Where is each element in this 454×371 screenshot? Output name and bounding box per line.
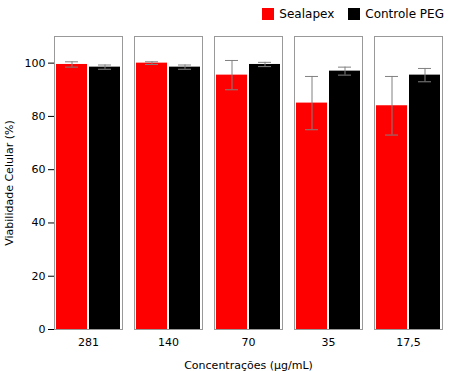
svg-text:100: 100 [25,57,46,70]
svg-text:281: 281 [78,336,99,349]
svg-text:0: 0 [39,323,46,336]
svg-text:80: 80 [32,110,46,123]
svg-text:140: 140 [158,336,179,349]
svg-text:60: 60 [32,163,46,176]
svg-text:Concentrações (µg/mL): Concentrações (µg/mL) [184,359,313,371]
svg-text:20: 20 [32,270,46,283]
svg-text:17,5: 17,5 [396,336,421,349]
svg-text:35: 35 [322,336,336,349]
html-text:Sealapex: Sealapex [279,7,335,21]
html-text:Controle PEG: Controle PEG [365,7,444,21]
svg-text:70: 70 [242,336,256,349]
svg-text:Viabilidade Celular (%): Viabilidade Celular (%) [3,120,16,246]
svg-text:40: 40 [32,216,46,229]
